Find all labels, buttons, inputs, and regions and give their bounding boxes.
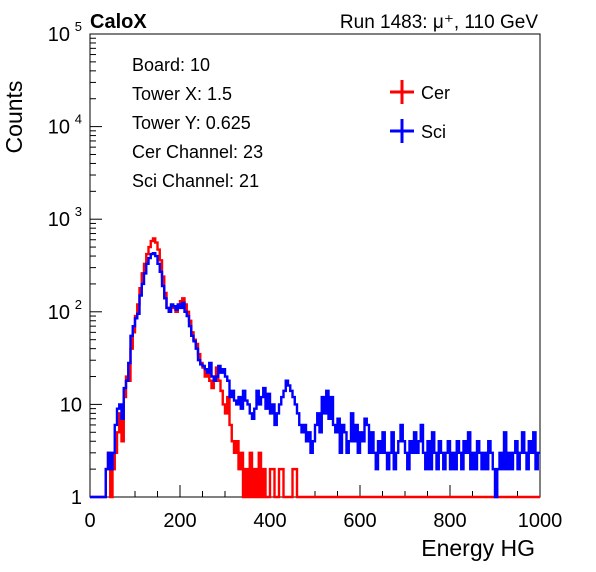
- legend-entry-sci: Sci: [390, 119, 446, 143]
- x-tick-label: 400: [253, 510, 286, 532]
- y-axis-label: Counts: [1, 81, 27, 154]
- y-tick-label: 10: [60, 394, 82, 416]
- y-axis-ticks: 1 10 10 2 10 3 10 4 10 5: [48, 19, 102, 509]
- x-tick-label: 1000: [518, 510, 563, 532]
- x-axis-ticks: 0 200 400 600 800 1000: [84, 485, 562, 532]
- run-info-label: Run 1483: μ⁺, 110 GeV: [340, 12, 538, 33]
- x-tick-label: 0: [84, 510, 95, 532]
- x-tick-label: 800: [433, 510, 466, 532]
- calox-label: CaloX: [90, 11, 147, 33]
- x-axis-label: Energy HG: [421, 535, 535, 561]
- info-line-tower-x: Tower X: 1.5: [132, 84, 232, 104]
- x-tick-label: 600: [343, 510, 376, 532]
- info-box: Board: 10 Tower X: 1.5 Tower Y: 0.625 Ce…: [118, 48, 358, 196]
- y-tick-label: 10: [48, 302, 70, 324]
- y-tick-label: 10: [48, 117, 70, 139]
- series-layer: [90, 237, 540, 499]
- legend-entry-cer: Cer: [390, 80, 450, 104]
- y-tick-exponent: 2: [75, 297, 82, 312]
- y-tick-exponent: 5: [75, 19, 82, 34]
- info-line-board: Board: 10: [132, 55, 210, 75]
- info-line-cer-channel: Cer Channel: 23: [132, 142, 263, 162]
- legend-label-sci: Sci: [421, 122, 446, 142]
- y-tick-label: 10: [48, 209, 70, 231]
- info-line-sci-channel: Sci Channel: 21: [132, 171, 259, 191]
- y-tick-exponent: 3: [75, 204, 82, 219]
- legend-label-cer: Cer: [421, 83, 450, 103]
- legend: Cer Sci: [390, 80, 450, 143]
- y-tick-exponent: 4: [75, 112, 82, 127]
- info-line-tower-y: Tower Y: 0.625: [132, 113, 251, 133]
- y-tick-label: 10: [48, 24, 70, 46]
- info-box-background: [118, 48, 358, 196]
- y-tick-label: 1: [71, 487, 82, 509]
- series-line-sci: [90, 251, 540, 499]
- x-tick-label: 200: [163, 510, 196, 532]
